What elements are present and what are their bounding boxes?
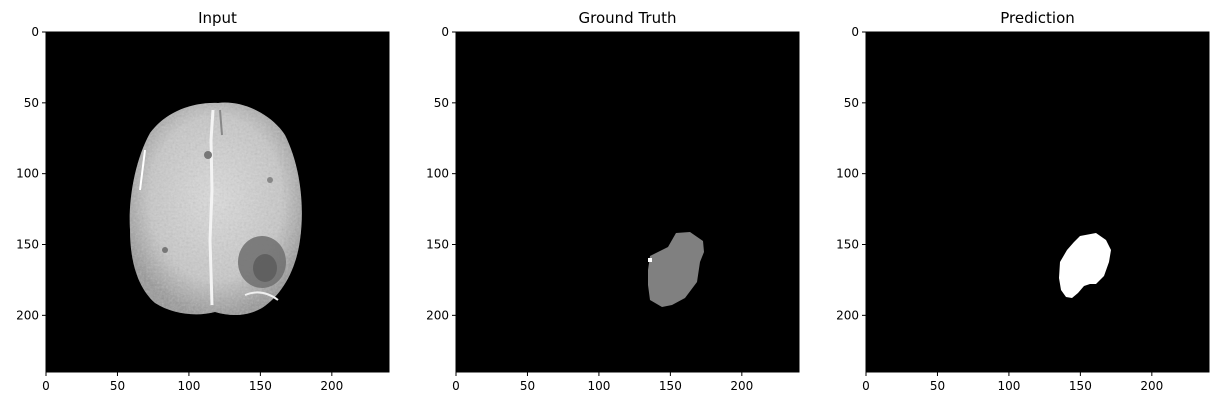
y-tick-label: 0 — [441, 25, 449, 39]
y-tick-label: 50 — [24, 96, 39, 110]
brain-image — [129, 102, 302, 316]
x-tick-label: 0 — [452, 379, 460, 393]
x-tick-label: 50 — [520, 379, 535, 393]
axes-frame — [865, 31, 1210, 373]
x-tick-label: 150 — [249, 379, 272, 393]
y-tick-label: 200 — [836, 308, 859, 322]
panel-ground-truth: Ground Truth 0 50 100 150 200 0 50 100 150 200 — [426, 9, 800, 393]
image-background — [456, 32, 799, 372]
y-tick-label: 100 — [836, 167, 859, 181]
y-tick-label: 100 — [426, 167, 449, 181]
ticks: 0 50 100 150 200 0 50 100 150 200 — [426, 25, 753, 393]
x-tick-label: 100 — [587, 379, 610, 393]
y-tick-label: 50 — [434, 96, 449, 110]
x-tick-label: 0 — [862, 379, 870, 393]
y-tick-label: 150 — [426, 238, 449, 252]
y-tick-label: 0 — [851, 25, 859, 39]
y-tick-label: 150 — [836, 238, 859, 252]
panel-title: Ground Truth — [579, 9, 677, 27]
x-tick-label: 150 — [659, 379, 682, 393]
panel-title: Prediction — [1000, 9, 1075, 27]
panel-prediction: Prediction 0 50 100 150 200 0 50 100 150 200 — [836, 9, 1210, 393]
ticks: 0 50 100 150 200 0 50 100 150 200 — [16, 25, 343, 393]
mask-speck — [648, 258, 652, 262]
ticks: 0 50 100 150 200 0 50 100 150 200 — [836, 25, 1163, 393]
x-tick-label: 0 — [42, 379, 50, 393]
y-tick-label: 200 — [16, 308, 39, 322]
x-tick-label: 50 — [930, 379, 945, 393]
x-tick-label: 150 — [1069, 379, 1092, 393]
y-tick-label: 50 — [844, 96, 859, 110]
axes-frame — [45, 31, 390, 373]
image-background — [866, 32, 1209, 372]
y-tick-label: 0 — [31, 25, 39, 39]
y-tick-label: 100 — [16, 167, 39, 181]
y-tick-label: 150 — [16, 238, 39, 252]
y-tick-label: 200 — [426, 308, 449, 322]
x-tick-label: 50 — [110, 379, 125, 393]
x-tick-label: 100 — [177, 379, 200, 393]
panel-input: Input 0 50 100 150 200 0 50 100 150 200 — [16, 9, 390, 393]
x-tick-label: 200 — [1140, 379, 1163, 393]
x-tick-label: 200 — [320, 379, 343, 393]
panel-title: Input — [198, 9, 237, 27]
ground-truth-mask — [648, 232, 704, 307]
x-tick-label: 100 — [997, 379, 1020, 393]
prediction-mask — [1059, 233, 1111, 298]
x-tick-label: 200 — [730, 379, 753, 393]
axes-frame — [455, 31, 800, 373]
